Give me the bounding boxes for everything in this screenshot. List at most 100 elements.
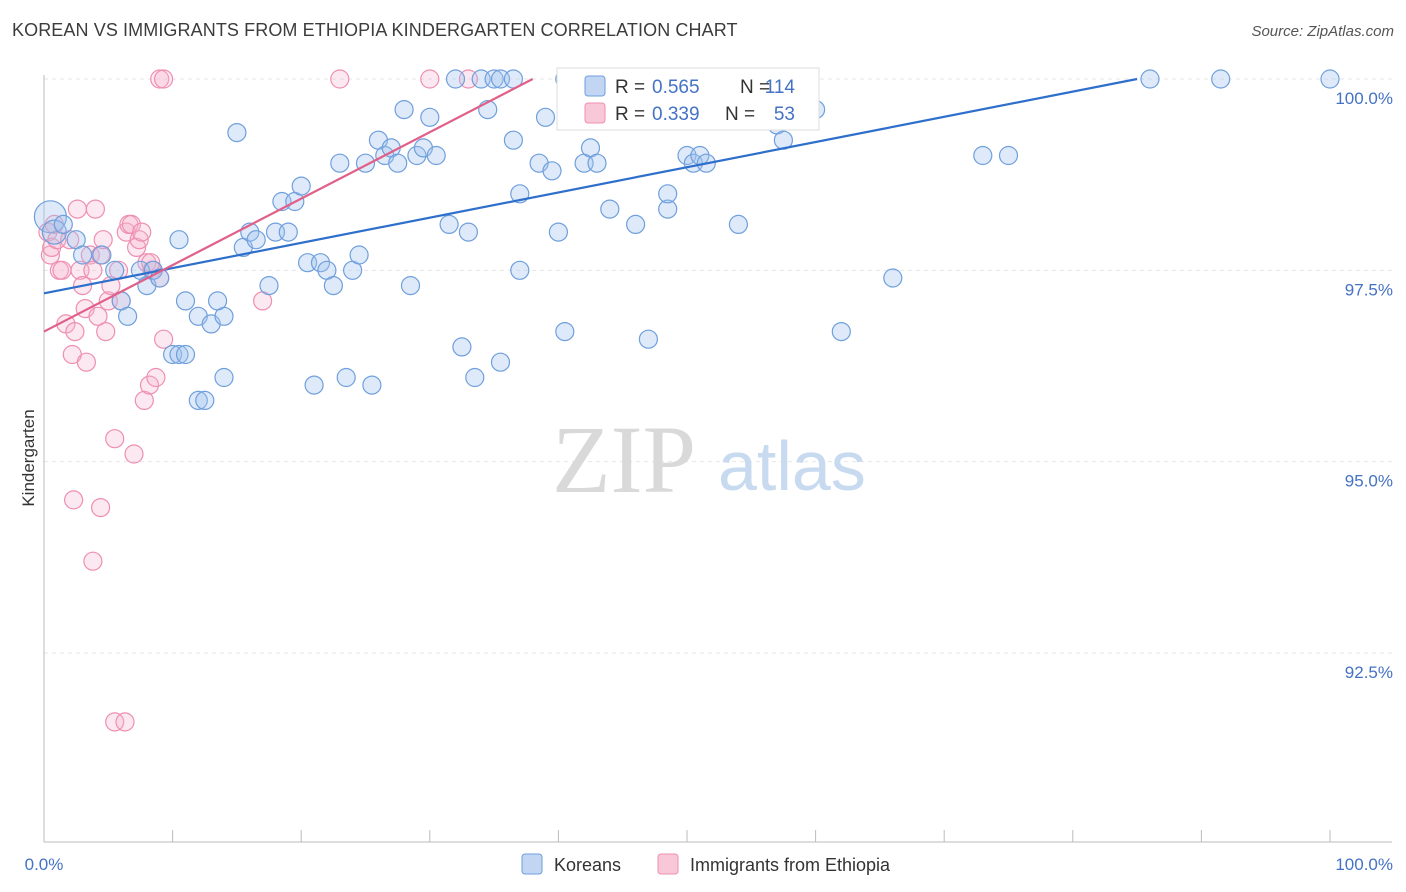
point-koreans: [973, 145, 993, 166]
stats-r-value-ethiopia: 0.339: [652, 104, 700, 125]
point-ethiopia: [115, 712, 135, 732]
point-koreans: [600, 199, 620, 219]
point-ethiopia: [129, 230, 149, 250]
point-koreans: [208, 291, 228, 311]
point-koreans: [407, 145, 427, 166]
point-koreans: [362, 375, 382, 395]
point-koreans: [420, 107, 440, 127]
point-koreans: [336, 367, 356, 388]
point-koreans: [188, 390, 208, 410]
point-koreans: [548, 222, 569, 242]
point-koreans: [169, 230, 189, 250]
series-ethiopia-points: [38, 69, 478, 732]
point-koreans: [587, 153, 607, 173]
point-koreans: [1140, 69, 1160, 89]
point-koreans: [883, 268, 903, 288]
point-koreans: [625, 214, 646, 234]
point-koreans: [310, 253, 331, 273]
point-koreans: [490, 352, 511, 372]
point-ethiopia: [96, 322, 116, 342]
point-koreans: [728, 214, 749, 234]
point-koreans: [658, 199, 678, 219]
source-credit: Source: ZipAtlas.com: [1251, 23, 1394, 40]
point-ethiopia: [90, 498, 111, 518]
point-ethiopia: [154, 69, 174, 89]
x-axis-ticks: [43, 830, 1331, 842]
point-ethiopia: [127, 237, 147, 257]
point-ethiopia: [121, 214, 141, 234]
legend: Koreans Immigrants from Ethiopia: [521, 853, 891, 875]
point-koreans: [638, 329, 659, 349]
point-koreans: [53, 214, 73, 234]
trendline-koreans: [43, 77, 1138, 295]
y-tick-labels: 92.5% 95.0% 97.5% 100.0%: [1335, 89, 1393, 682]
stats-n-value-ethiopia: 53: [774, 104, 795, 125]
point-koreans: [510, 260, 530, 280]
legend-label-ethiopia: Immigrants from Ethiopia: [690, 855, 891, 875]
y-tick-label: 100.0%: [1335, 89, 1393, 108]
point-koreans: [105, 260, 125, 280]
legend-swatch-koreans: [521, 853, 543, 875]
point-koreans: [535, 107, 556, 127]
point-koreans: [330, 153, 350, 173]
chart-title: KOREAN VS IMMIGRANTS FROM ETHIOPIA KINDE…: [12, 20, 738, 40]
point-ethiopia: [63, 490, 84, 510]
legend-swatch-ethiopia: [657, 853, 679, 875]
point-ethiopia: [139, 375, 160, 395]
point-koreans: [304, 375, 324, 395]
point-koreans: [503, 130, 524, 150]
point-koreans: [291, 176, 311, 196]
point-koreans: [72, 245, 93, 265]
point-koreans: [246, 230, 266, 250]
point-ethiopia: [146, 367, 166, 388]
point-koreans: [259, 276, 279, 296]
stats-swatch-koreans: [584, 75, 606, 97]
point-ethiopia: [124, 444, 144, 464]
watermark: ZIP atlas: [552, 406, 866, 513]
stats-n-label-koreans: N =: [740, 77, 770, 98]
point-ethiopia: [420, 69, 440, 89]
stats-r-value-koreans: 0.565: [652, 77, 700, 98]
trend-lines: [43, 77, 1138, 333]
point-ethiopia: [85, 199, 106, 219]
point-koreans: [426, 145, 446, 166]
point-ethiopia: [52, 260, 72, 280]
point-koreans: [214, 367, 234, 388]
point-koreans: [831, 322, 851, 342]
point-koreans: [445, 69, 466, 89]
point-ethiopia: [80, 245, 100, 265]
point-koreans: [465, 367, 485, 388]
point-ethiopia: [65, 322, 85, 342]
stats-n-value-koreans: 114: [765, 77, 796, 98]
y-axis-label: Kindergarten: [19, 409, 38, 506]
point-ethiopia: [83, 260, 103, 280]
stats-swatch-ethiopia: [584, 102, 606, 124]
point-koreans: [278, 222, 298, 242]
stats-r-label-ethiopia: R =: [615, 104, 645, 125]
point-ethiopia: [154, 329, 174, 349]
point-koreans: [33, 200, 68, 234]
point-koreans: [658, 184, 678, 204]
point-koreans: [998, 145, 1019, 166]
trendline-ethiopia: [43, 78, 534, 333]
point-koreans: [439, 214, 459, 234]
point-koreans: [41, 219, 67, 245]
legend-label-koreans: Koreans: [554, 855, 621, 875]
point-koreans: [175, 344, 196, 365]
point-koreans: [452, 337, 472, 357]
point-ethiopia: [88, 306, 108, 326]
point-koreans: [388, 153, 408, 173]
point-ethiopia: [67, 199, 88, 219]
point-ethiopia: [76, 352, 97, 372]
gridlines: [44, 78, 1392, 654]
point-ethiopia: [83, 551, 103, 571]
point-koreans: [484, 69, 504, 89]
point-koreans: [1211, 69, 1231, 89]
point-koreans: [349, 245, 369, 265]
point-koreans: [169, 344, 189, 365]
y-tick-label: 92.5%: [1345, 663, 1393, 682]
watermark-atlas: atlas: [718, 427, 866, 505]
point-ethiopia: [134, 390, 154, 410]
point-ethiopia: [105, 712, 125, 732]
